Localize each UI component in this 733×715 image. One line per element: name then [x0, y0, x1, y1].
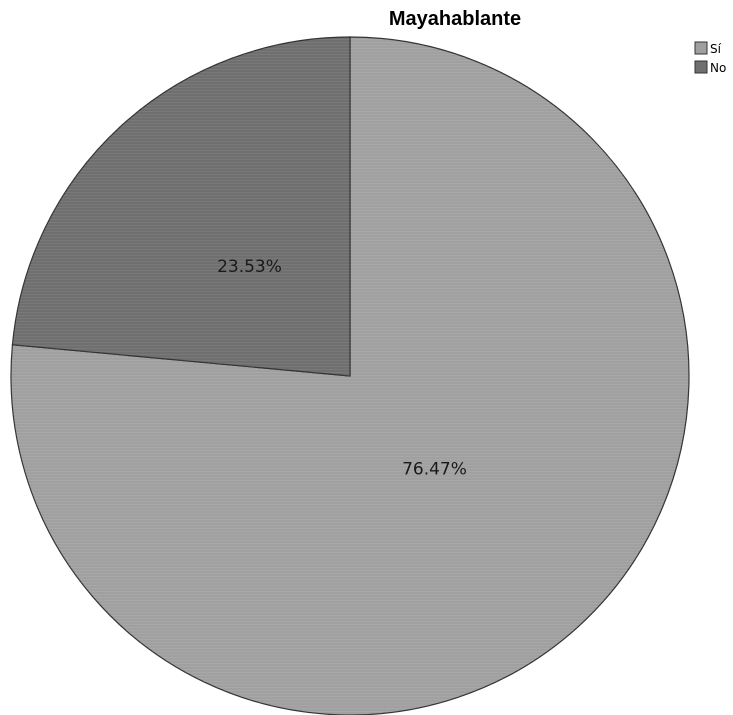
- pie-slices: [10, 36, 690, 715]
- legend-swatch: [694, 60, 708, 74]
- pie-slice-texture: [12, 37, 351, 376]
- legend-swatch: [694, 41, 708, 55]
- slice-data-label: 76.47%: [402, 460, 467, 480]
- legend-label: Sí: [710, 42, 722, 56]
- legend: Sí No: [694, 41, 726, 75]
- slice-data-label: 23.53%: [217, 257, 282, 277]
- pie-data-labels: 76.47% 23.53%: [217, 257, 467, 480]
- chart-title: Mayahablante: [389, 8, 521, 30]
- legend-label: No: [710, 61, 726, 75]
- pie-slice-texture: [11, 37, 689, 715]
